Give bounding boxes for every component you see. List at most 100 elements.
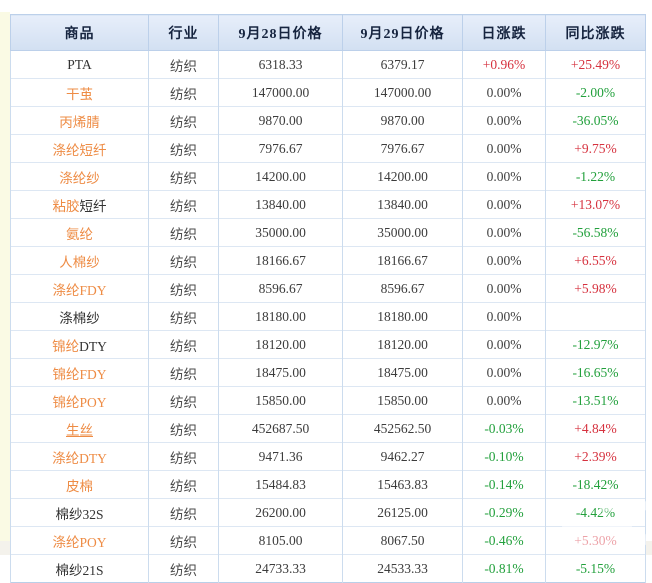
cell-industry: 纺织 xyxy=(148,442,219,471)
commodity-link[interactable]: 氨纶 xyxy=(66,226,93,242)
cell-price-0928: 35000.00 xyxy=(218,218,343,247)
cell-yoy-change: +9.75% xyxy=(545,134,646,163)
commodity-link[interactable]: 皮棉 xyxy=(66,478,93,494)
cell-daily-change: -0.29% xyxy=(462,498,546,527)
commodity-link[interactable]: 涤纶纱 xyxy=(59,170,100,186)
cell-commodity: 涤纶POY xyxy=(10,526,149,555)
cell-price-0929: 6379.17 xyxy=(342,50,463,79)
cell-price-0928: 8105.00 xyxy=(218,526,343,555)
table-row: 粘胶短纤 纺织 13840.00 13840.00 0.00% +13.07% xyxy=(10,190,646,219)
cell-daily-change: 0.00% xyxy=(462,218,546,247)
cell-price-0928: 8596.67 xyxy=(218,274,343,303)
cell-yoy-change: -13.51% xyxy=(545,386,646,415)
commodity-link[interactable]: 粘胶 xyxy=(52,198,80,214)
cell-yoy-change: +13.07% xyxy=(545,190,646,219)
cell-industry: 纺织 xyxy=(148,498,219,527)
cell-industry: 纺织 xyxy=(148,78,219,107)
cell-yoy-change: +5.30% xyxy=(545,526,646,555)
table-row: 涤纶DTY 纺织 9471.36 9462.27 -0.10% +2.39% xyxy=(10,442,646,471)
table-row: 锦纶FDY 纺织 18475.00 18475.00 0.00% -16.65% xyxy=(10,358,646,387)
commodity-link[interactable]: 涤纶DTY xyxy=(52,450,107,466)
cell-price-0929: 18120.00 xyxy=(342,330,463,359)
commodity-link[interactable]: 锦纶 xyxy=(52,338,80,354)
cell-industry: 纺织 xyxy=(148,386,219,415)
table-row: 人棉纱 纺织 18166.67 18166.67 0.00% +6.55% xyxy=(10,246,646,275)
cell-industry: 纺织 xyxy=(148,302,219,331)
cell-industry: 纺织 xyxy=(148,106,219,135)
cell-price-0929: 18180.00 xyxy=(342,302,463,331)
cell-industry: 纺织 xyxy=(148,246,219,275)
table-row: 涤纶FDY 纺织 8596.67 8596.67 0.00% +5.98% xyxy=(10,274,646,303)
cell-daily-change: 0.00% xyxy=(462,134,546,163)
cell-price-0929: 9462.27 xyxy=(342,442,463,471)
cell-commodity: 人棉纱 xyxy=(10,246,149,275)
table-row: 生丝 纺织 452687.50 452562.50 -0.03% +4.84% xyxy=(10,414,646,443)
cell-industry: 纺织 xyxy=(148,218,219,247)
cell-daily-change: +0.96% xyxy=(462,50,546,79)
cell-daily-change: -0.81% xyxy=(462,554,546,583)
cell-commodity: 涤纶短纤 xyxy=(10,134,149,163)
commodity-link[interactable]: 涤纶POY xyxy=(52,534,107,550)
cell-price-0929: 15463.83 xyxy=(342,470,463,499)
cell-price-0929: 18166.67 xyxy=(342,246,463,275)
column-header-industry: 行业 xyxy=(148,14,219,51)
cell-price-0929: 13840.00 xyxy=(342,190,463,219)
page-left-margin-strip xyxy=(0,12,10,543)
table-header-row: 商品 行业 9月28日价格 9月29日价格 日涨跌 同比涨跌 xyxy=(10,14,646,51)
cell-commodity: 粘胶短纤 xyxy=(10,190,149,219)
commodity-link[interactable]: 锦纶FDY xyxy=(52,366,107,382)
commodity-link[interactable]: 锦纶POY xyxy=(52,394,107,410)
commodity-link[interactable]: 涤纶FDY xyxy=(52,282,107,298)
cell-industry: 纺织 xyxy=(148,358,219,387)
cell-daily-change: 0.00% xyxy=(462,358,546,387)
commodity-link[interactable]: 生丝 xyxy=(66,422,93,438)
cell-commodity: 皮棉 xyxy=(10,470,149,499)
column-header-price-0929: 9月29日价格 xyxy=(342,14,463,51)
table-row: 涤纶POY 纺织 8105.00 8067.50 -0.46% +5.30% xyxy=(10,526,646,555)
cell-daily-change: -0.14% xyxy=(462,470,546,499)
table-row: 涤纶短纤 纺织 7976.67 7976.67 0.00% +9.75% xyxy=(10,134,646,163)
cell-daily-change: 0.00% xyxy=(462,302,546,331)
cell-price-0928: 9870.00 xyxy=(218,106,343,135)
cell-daily-change: -0.10% xyxy=(462,442,546,471)
commodity-link[interactable]: 人棉纱 xyxy=(59,254,100,270)
commodity-link[interactable]: 干茧 xyxy=(66,86,93,102)
table-row: 锦纶POY 纺织 15850.00 15850.00 0.00% -13.51% xyxy=(10,386,646,415)
cell-yoy-change: +25.49% xyxy=(545,50,646,79)
cell-commodity: 锦纶DTY xyxy=(10,330,149,359)
cell-daily-change: 0.00% xyxy=(462,162,546,191)
cell-yoy-change: -5.15% xyxy=(545,554,646,583)
cell-daily-change: -0.46% xyxy=(462,526,546,555)
commodity-link[interactable]: 涤纶短纤 xyxy=(52,142,107,158)
cell-industry: 纺织 xyxy=(148,330,219,359)
table-row: 涤棉纱 纺织 18180.00 18180.00 0.00% xyxy=(10,302,646,331)
cell-price-0928: 147000.00 xyxy=(218,78,343,107)
cell-price-0928: 14200.00 xyxy=(218,162,343,191)
cell-commodity: 干茧 xyxy=(10,78,149,107)
commodity-link[interactable]: 丙烯腈 xyxy=(59,114,100,130)
price-table-body: PTA 纺织 6318.33 6379.17 +0.96% +25.49% 干茧 纺织 1470… xyxy=(10,50,646,583)
cell-price-0928: 9471.36 xyxy=(218,442,343,471)
table-row: 棉纱32S 纺织 26200.00 26125.00 -0.29% -4.42% xyxy=(10,498,646,527)
cell-commodity: 涤棉纱 xyxy=(10,302,149,331)
cell-yoy-change: -18.42% xyxy=(545,470,646,499)
cell-price-0928: 13840.00 xyxy=(218,190,343,219)
cell-price-0929: 8596.67 xyxy=(342,274,463,303)
cell-price-0928: 6318.33 xyxy=(218,50,343,79)
cell-industry: 纺织 xyxy=(148,470,219,499)
cell-industry: 纺织 xyxy=(148,50,219,79)
cell-daily-change: 0.00% xyxy=(462,274,546,303)
cell-industry: 纺织 xyxy=(148,554,219,583)
table-row: 氨纶 纺织 35000.00 35000.00 0.00% -56.58% xyxy=(10,218,646,247)
cell-price-0928: 18180.00 xyxy=(218,302,343,331)
cell-commodity: 锦纶POY xyxy=(10,386,149,415)
cell-commodity: 锦纶FDY xyxy=(10,358,149,387)
cell-yoy-change: +4.84% xyxy=(545,414,646,443)
commodity-text: PTA xyxy=(67,56,92,72)
commodity-price-table: 商品 行业 9月28日价格 9月29日价格 日涨跌 同比涨跌 PTA 纺织 6318… xyxy=(10,14,646,583)
cell-commodity: 涤纶纱 xyxy=(10,162,149,191)
cell-price-0929: 7976.67 xyxy=(342,134,463,163)
commodity-text: DTY xyxy=(79,338,107,354)
table-row: 皮棉 纺织 15484.83 15463.83 -0.14% -18.42% xyxy=(10,470,646,499)
cell-daily-change: 0.00% xyxy=(462,78,546,107)
